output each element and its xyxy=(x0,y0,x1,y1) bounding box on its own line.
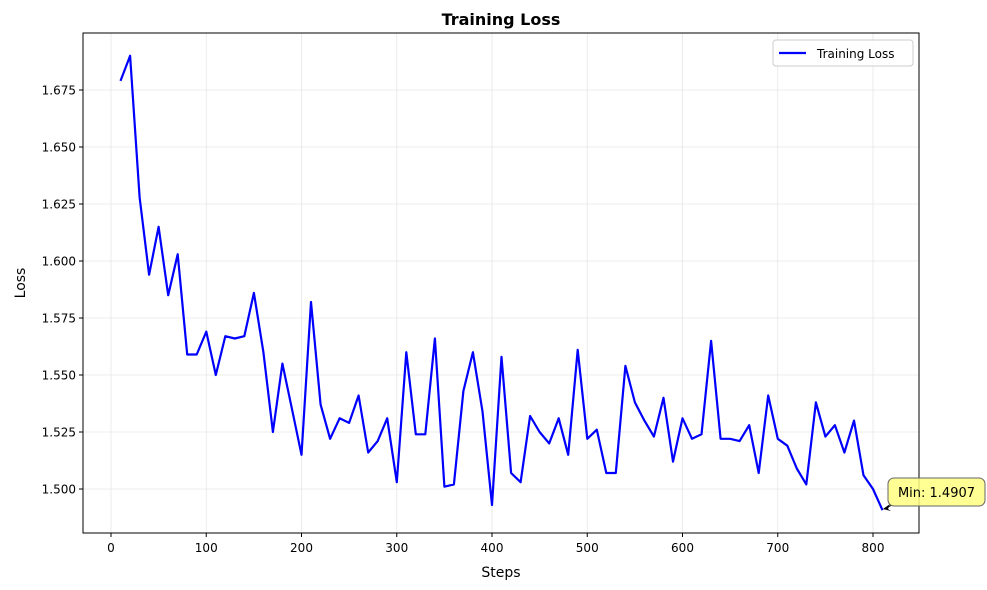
y-tick-label: 1.525 xyxy=(42,426,76,440)
y-tick-label: 1.650 xyxy=(42,141,76,155)
legend-label: Training Loss xyxy=(816,47,894,61)
y-axis-label: Loss xyxy=(13,268,29,299)
grid-lines xyxy=(83,33,919,533)
annotation-text: Min: 1.4907 xyxy=(898,486,975,501)
x-tick-label: 700 xyxy=(766,541,789,555)
x-tick-label: 800 xyxy=(862,541,885,555)
x-tick-label: 400 xyxy=(481,541,504,555)
legend: Training Loss xyxy=(772,39,914,67)
chart-title: Training Loss xyxy=(442,10,561,29)
y-tick-label: 1.675 xyxy=(42,84,76,98)
y-tick-label: 1.500 xyxy=(42,483,76,497)
x-axis-ticks: 0 100 200 300 400 500 600 700 800 xyxy=(107,533,884,555)
x-tick-label: 100 xyxy=(195,541,218,555)
min-annotation: Min: 1.4907 xyxy=(883,477,986,511)
plot-area-frame xyxy=(82,32,920,534)
x-tick-label: 300 xyxy=(385,541,408,555)
annotation-box xyxy=(887,477,986,507)
y-tick-label: 1.575 xyxy=(42,312,76,326)
arrow-head-icon xyxy=(883,504,891,511)
y-axis-ticks: 1.500 1.525 1.550 1.575 1.600 1.625 1.650 1.675 xyxy=(42,84,83,497)
y-tick-label: 1.625 xyxy=(42,198,76,212)
y-tick-label: 1.550 xyxy=(42,369,76,383)
legend-box xyxy=(772,39,914,67)
training-loss-line xyxy=(119,54,884,511)
x-tick-label: 600 xyxy=(671,541,694,555)
x-tick-label: 500 xyxy=(576,541,599,555)
x-tick-label: 0 xyxy=(107,541,115,555)
x-axis-label: Steps xyxy=(481,565,520,581)
y-tick-label: 1.600 xyxy=(42,255,76,269)
x-tick-label: 200 xyxy=(290,541,313,555)
